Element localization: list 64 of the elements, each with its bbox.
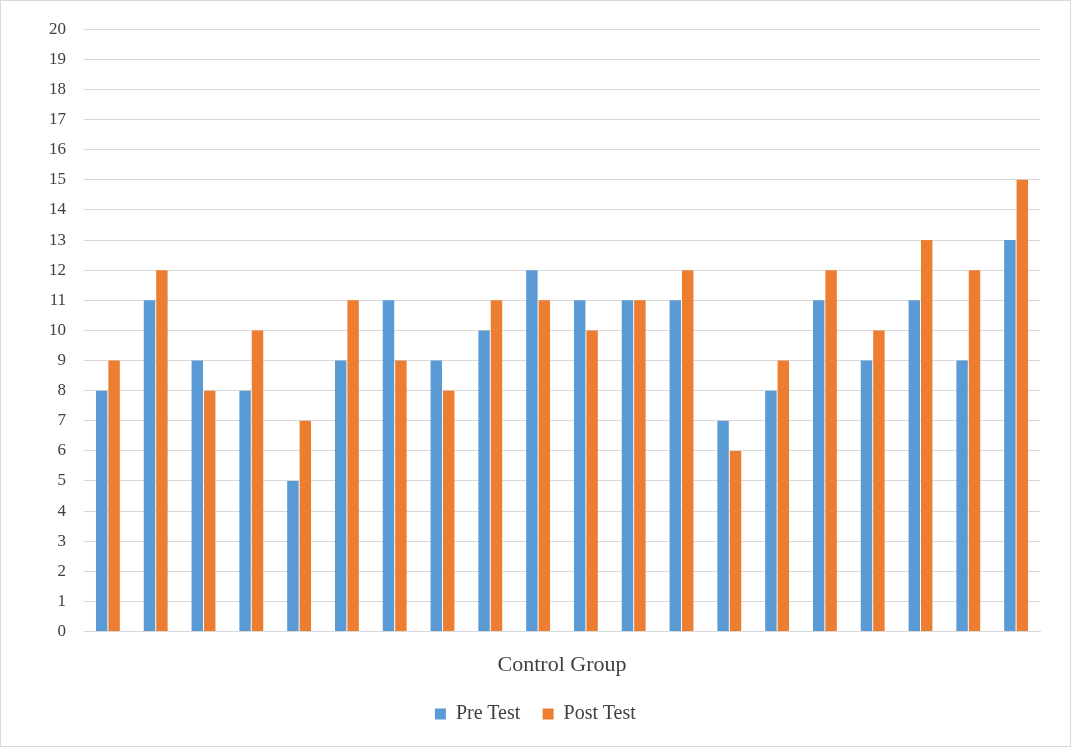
bar (395, 360, 407, 632)
bar (347, 300, 359, 632)
bar (143, 300, 156, 632)
bar (812, 300, 825, 632)
bar (287, 481, 299, 632)
bar (251, 330, 264, 632)
y-tick-label: 7 (57, 410, 67, 430)
bar (299, 420, 312, 632)
bar (191, 360, 203, 632)
y-tick-label: 20 (49, 18, 66, 38)
bar (1004, 240, 1016, 632)
bar (765, 390, 777, 632)
bar (908, 300, 920, 632)
y-tick-label: 6 (57, 440, 66, 460)
y-tick-label: 17 (49, 109, 67, 129)
y-tick-label: 4 (57, 500, 67, 520)
bar (968, 270, 981, 632)
y-tick-label: 13 (49, 229, 66, 249)
bar (921, 240, 933, 632)
bar (573, 300, 586, 632)
bar (717, 420, 729, 632)
bar (621, 300, 634, 632)
bar (956, 360, 968, 632)
y-tick-label: 5 (57, 470, 66, 490)
y-tick-label: 10 (49, 319, 66, 339)
bar (825, 270, 837, 632)
bar (586, 330, 598, 632)
y-tick-label: 15 (49, 169, 66, 189)
bar (490, 300, 503, 632)
bar (382, 300, 395, 632)
y-tick-label: 0 (57, 621, 66, 641)
bar (443, 390, 455, 632)
bar (873, 330, 885, 632)
bar (478, 330, 490, 632)
bar (430, 360, 442, 632)
bar (108, 360, 120, 632)
bar (538, 300, 551, 632)
bar (634, 300, 646, 632)
bar (729, 450, 742, 632)
bar (1016, 179, 1029, 632)
y-tick-label: 12 (49, 259, 66, 279)
legend-label: Post Test (563, 701, 637, 724)
y-tick-label: 18 (49, 78, 66, 98)
bar (334, 360, 347, 632)
bar (526, 270, 538, 632)
y-tick-label: 2 (57, 560, 66, 580)
bar (777, 360, 790, 632)
legend-label: Pre Test (455, 701, 521, 724)
bar (204, 390, 216, 632)
y-tick-label: 19 (49, 48, 66, 68)
y-tick-label: 1 (57, 590, 66, 610)
bar (95, 390, 108, 632)
bar (239, 390, 251, 632)
y-tick-label: 16 (49, 139, 66, 159)
y-tick-label: 14 (49, 199, 67, 219)
bar (682, 270, 694, 632)
y-tick-label: 8 (57, 380, 66, 400)
x-axis-title: Control Group (497, 650, 627, 676)
bar (860, 360, 873, 632)
y-tick-label: 3 (57, 530, 66, 550)
bar (156, 270, 168, 632)
y-tick-label: 9 (57, 349, 66, 369)
bar (669, 300, 681, 632)
y-tick-label: 11 (49, 289, 66, 309)
